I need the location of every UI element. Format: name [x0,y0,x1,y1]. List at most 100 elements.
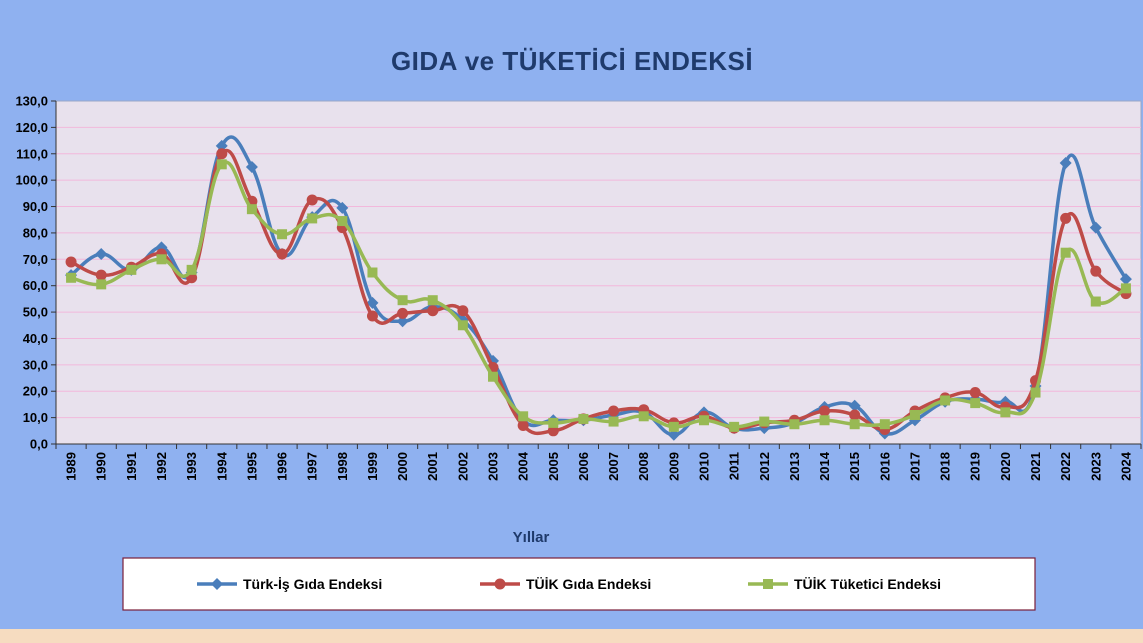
x-axis-title: Yıllar [513,529,550,546]
x-tick-label: 2011 [727,452,742,480]
series-2-point [819,405,831,417]
legend-swatch-marker [763,579,773,589]
series-3-point [156,254,167,265]
x-tick-label: 2022 [1058,452,1073,481]
x-tick-label: 2007 [606,452,621,481]
series-2-point [969,387,981,399]
series-3-point [518,411,529,422]
series-1-point [336,201,349,214]
x-tick-label: 1999 [365,452,380,481]
series-1-point [1119,273,1132,286]
series-layer [65,135,1132,441]
series-2-point [366,310,378,322]
series-2-line [70,149,1127,436]
series-3-line [70,160,1127,429]
x-tick-label: 1990 [94,452,109,481]
x-tick-label: 2024 [1118,451,1133,481]
x-tick-label: 1991 [124,452,139,481]
series-3-point [1000,407,1011,418]
y-tick-label: 90,0 [23,199,48,214]
series-2-point [216,148,228,160]
series-3-point [1090,296,1101,307]
x-tick-label: 1989 [64,452,79,481]
x-tick-label: 2014 [817,451,832,481]
x-tick-label: 1998 [335,452,350,481]
series-1-point [848,399,861,412]
x-tick-label: 2001 [425,452,440,481]
x-tick-label: 2010 [696,452,711,481]
series-3-point [638,411,649,422]
plot-area [55,100,1142,445]
bottom-strip [0,629,1143,643]
series-3-point [126,264,137,275]
y-tick-label: 130,0 [15,94,48,109]
series-1-point [396,315,409,328]
x-tick-label: 2015 [847,452,862,481]
series-3-point [1060,247,1071,258]
y-tick-label: 40,0 [23,331,48,346]
series-3-point [457,320,468,331]
y-tick-label: 80,0 [23,225,48,240]
series-3-point [277,229,288,240]
legend-swatch-marker [211,578,223,590]
y-tick-label: 30,0 [23,357,48,372]
x-tick-label: 1994 [214,451,229,481]
y-tick-label: 100,0 [15,173,48,188]
series-3-point [66,272,77,283]
x-tick-label: 2012 [757,452,772,481]
series-2-point [427,305,439,317]
legend-swatch-marker [494,578,506,590]
x-tick-label: 2005 [546,452,561,481]
series-3-point [608,416,619,427]
series-3-point [488,371,499,382]
series-1-point [1059,157,1072,170]
series-1-point [95,248,108,261]
series-2-point [547,425,559,437]
series-3-point [940,395,951,406]
x-tick-label: 2019 [968,452,983,481]
series-2-point [276,248,288,260]
series-3-point [307,213,318,224]
legend: Türk-İş Gıda Endeksi TÜİK Gıda Endeksi TÜİ… [122,557,1036,611]
series-3-point [216,159,227,170]
series-3-point [367,267,378,278]
axis-layer: 0,0 10,0 20,0 30,0 40,0 50,0 60,0 70,0 80,0 90,0 1… [15,94,1142,481]
x-tick-label: 1996 [275,452,290,481]
x-tick-label: 1993 [184,452,199,481]
x-tick-label: 2004 [516,451,531,481]
series-3-point [246,204,257,215]
series-3-point [698,415,709,426]
x-tick-label: 2002 [455,452,470,481]
series-1-point [366,296,379,309]
legend-label: Türk-İş Gıda Endeksi [243,576,382,592]
series-1-point [245,160,258,173]
series-3-point [789,419,800,430]
series-3-point [729,421,740,432]
series-2-point [608,405,620,417]
y-tick-label: 120,0 [15,120,48,135]
legend-items: Türk-İş Gıda Endeksi TÜİK Gıda Endeksi TÜİ… [197,576,941,592]
series-1-point [215,139,228,152]
x-tick-label: 2000 [395,452,410,481]
legend-label: TÜİK Gıda Endeksi [526,576,651,592]
x-tick-label: 2023 [1088,452,1103,481]
series-2-point [457,305,469,317]
series-3-point [427,295,438,306]
y-tick-label: 70,0 [23,252,48,267]
series-3-point [337,216,348,227]
series-3-point [1120,283,1131,294]
series-2-point [65,256,77,268]
y-tick-label: 10,0 [23,410,48,425]
series-2-point [397,307,409,319]
series-3-point [849,419,860,430]
series-3-point [759,416,770,427]
x-tick-label: 1995 [244,452,259,481]
x-tick-label: 2017 [907,452,922,481]
chart-title: GIDA ve TÜKETİCİ ENDEKSİ [391,46,753,76]
series-2-point [1090,265,1102,277]
x-tick-label: 1997 [305,452,320,481]
series-2-point [517,420,529,432]
series-3-point [548,417,559,428]
series-3-point [397,295,408,306]
series-3-point [970,398,981,409]
